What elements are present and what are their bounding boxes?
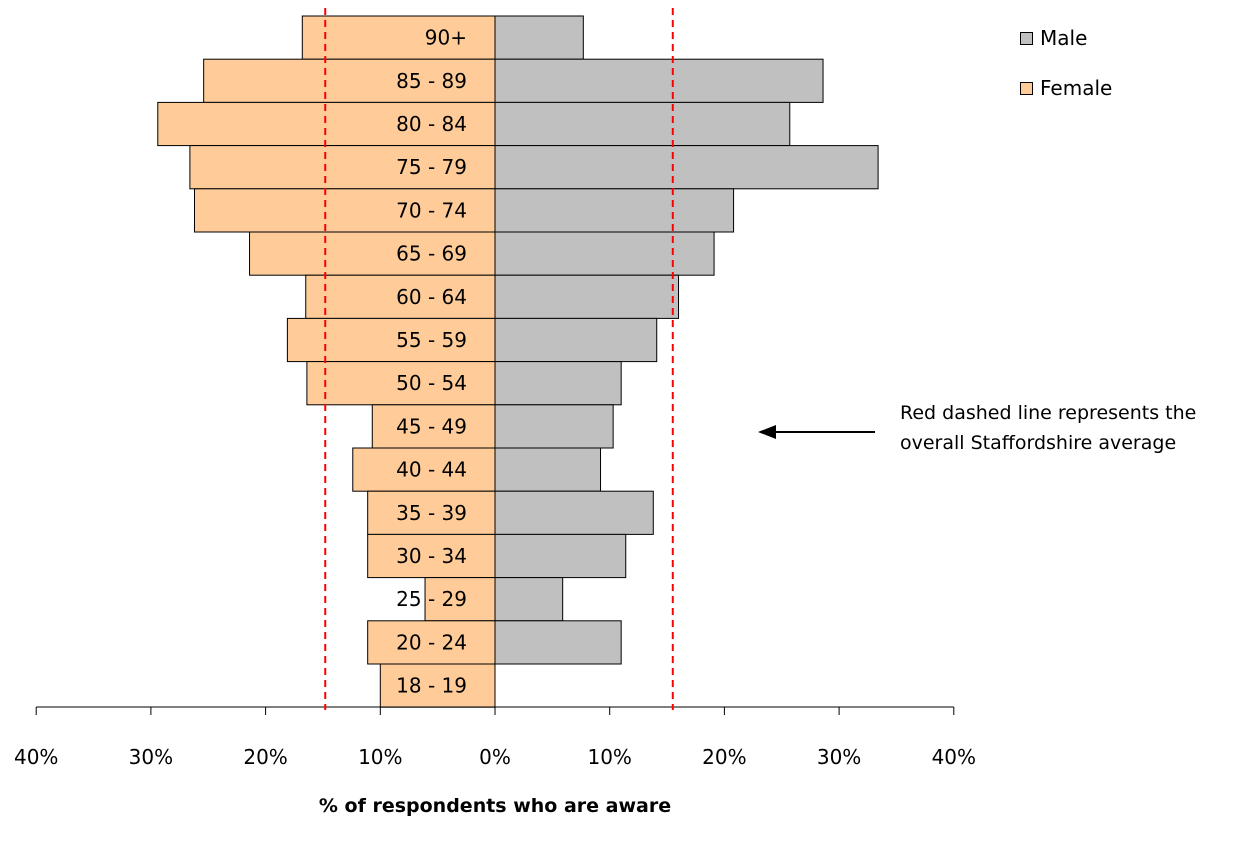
annotation-arrow	[758, 425, 875, 439]
legend-label-female: Female	[1040, 76, 1113, 100]
bar-female	[367, 620, 496, 665]
legend-swatch-male	[1020, 31, 1033, 45]
category-label: 70 - 74	[396, 198, 467, 222]
bar-female	[371, 404, 496, 449]
category-label: 40 - 44	[396, 458, 467, 482]
bars-layer	[157, 15, 879, 708]
bar-male	[494, 145, 879, 190]
legend-swatch-female	[1020, 81, 1033, 95]
bar-male	[494, 231, 715, 276]
x-tick-label: 10%	[587, 745, 631, 769]
bar-male	[494, 533, 627, 579]
bar-female	[367, 533, 496, 579]
category-label: 30 - 34	[396, 544, 467, 568]
x-tick-label: 20%	[702, 745, 746, 769]
bar-male	[494, 404, 614, 449]
average-annotation: Red dashed line represents the overall S…	[900, 402, 1197, 454]
bar-male	[494, 577, 564, 622]
category-label: 65 - 69	[396, 242, 467, 266]
legend: Male Female	[1020, 26, 1112, 126]
bar-female	[379, 663, 496, 708]
bar-male	[494, 447, 602, 492]
legend-item-male: Male	[1020, 26, 1112, 50]
category-label: 80 - 84	[396, 112, 467, 136]
bar-female	[367, 490, 496, 535]
x-tick-label: 10%	[358, 745, 402, 769]
bar-female	[352, 447, 496, 492]
x-tick-label: 40%	[932, 745, 976, 769]
bar-female	[306, 361, 496, 406]
bar-male	[494, 361, 622, 406]
category-label: 55 - 59	[396, 328, 467, 352]
bar-male	[494, 58, 824, 103]
category-label: 60 - 64	[396, 285, 467, 309]
legend-label-male: Male	[1040, 26, 1088, 50]
x-tick-label: 20%	[243, 745, 287, 769]
category-labels-layer: 90+ 85 - 89 80 - 84 75 - 79 70 - 74 65 - 69 60…	[396, 26, 467, 698]
bar-female	[424, 577, 496, 622]
bar-female	[157, 101, 496, 147]
bar-male	[494, 620, 622, 665]
x-tick-label: 30%	[129, 745, 173, 769]
category-label: 90+	[425, 26, 467, 50]
bar-male	[494, 101, 791, 147]
category-label: 75 - 79	[396, 155, 467, 179]
category-label: 85 - 89	[396, 69, 467, 93]
x-axis-title: % of respondents who are aware	[318, 795, 672, 817]
category-label: 18 - 19	[396, 674, 467, 698]
bar-male	[494, 274, 680, 319]
arrow-head	[758, 425, 776, 439]
category-label: 25 - 29	[396, 587, 467, 611]
bar-male	[494, 490, 654, 535]
category-label: 50 - 54	[396, 371, 467, 395]
category-label: 20 - 24	[396, 630, 467, 654]
bar-male	[494, 317, 658, 363]
bar-male	[494, 188, 735, 233]
category-label: 45 - 49	[396, 414, 467, 438]
average-lines-layer	[324, 8, 674, 710]
x-tick-label: 40%	[14, 745, 58, 769]
bar-male	[494, 15, 584, 60]
category-label: 35 - 39	[396, 501, 467, 525]
bar-female	[203, 58, 496, 103]
legend-item-female: Female	[1020, 76, 1112, 100]
bar-female	[301, 15, 496, 60]
x-tick-label: 30%	[817, 745, 861, 769]
x-axis: 40% 30% 20% 10% 0% 10% 20% 30% 40%	[14, 706, 976, 769]
x-tick-label: 0%	[479, 745, 511, 769]
